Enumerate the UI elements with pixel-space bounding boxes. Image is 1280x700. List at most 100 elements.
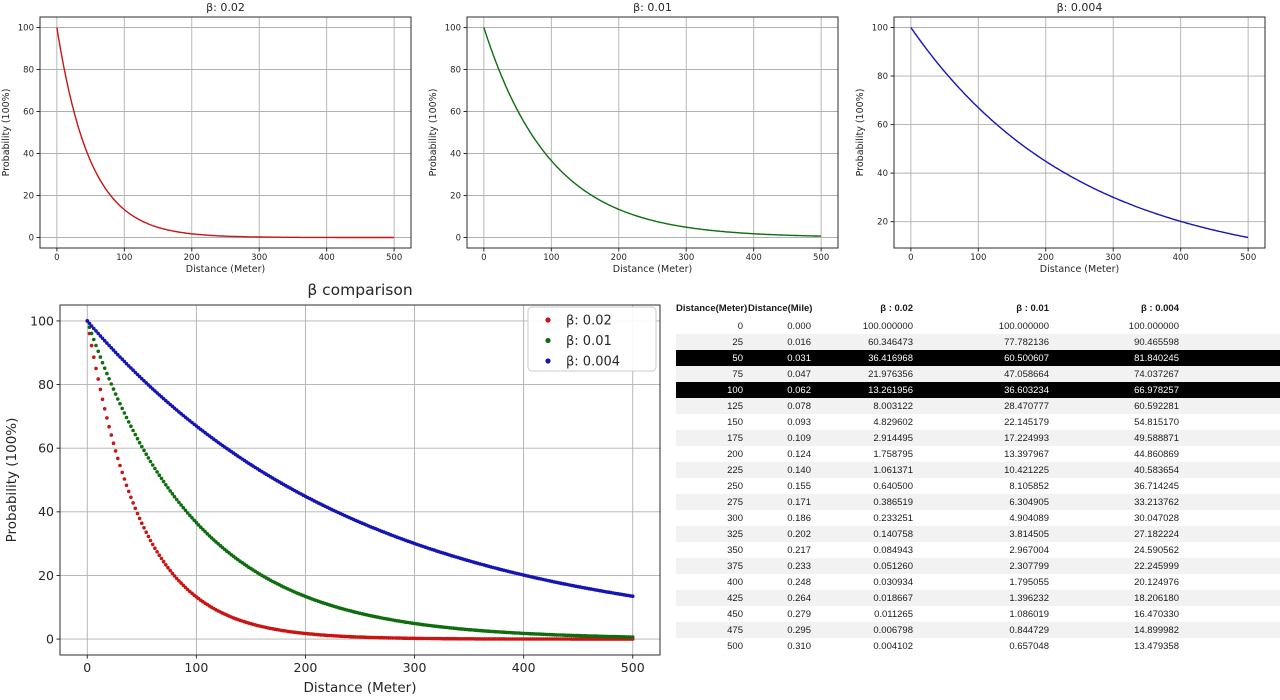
y-tick-label: 40 (38, 504, 54, 519)
table-cell (1184, 366, 1280, 382)
probability-table-wrap: Distance(Meter) Distance(Mile) β : 0.02 … (676, 299, 1280, 654)
y-tick-label: 20 (23, 191, 34, 201)
table-cell: 6.304905 (1009, 496, 1049, 508)
table-cell: 0.018667 (873, 592, 913, 604)
table-cell: 27.182224 (1134, 528, 1179, 540)
table-cell (1184, 574, 1280, 590)
table-row: 100 0.062 13.261956 36.603234 66.978257 (676, 382, 1280, 398)
table-cell: 17.224993 (1004, 432, 1049, 444)
x-tick-label: 400 (746, 253, 762, 263)
table-cell: 0.233251 (873, 512, 913, 524)
x-tick-label: 300 (678, 253, 694, 263)
table-cell: 425 (727, 592, 743, 604)
table-cell: 0.279 (787, 608, 811, 620)
table-row: 75 0.047 21.976356 47.058664 74.037267 (676, 366, 1280, 382)
chart-beta-comparison: 0 100 200 300 400 500 0 20 40 60 80 100 β comparison… (4, 281, 661, 696)
table-cell: 0.217 (787, 544, 811, 556)
table-cell: 22.245999 (1134, 560, 1179, 572)
table-cell: 100.000000 (1128, 320, 1179, 332)
table-cell: 47.058664 (1004, 368, 1049, 380)
table-row: 400 0.248 0.030934 1.795055 20.124976 (676, 574, 1280, 590)
table-cell: 0 (737, 320, 743, 332)
table-cell: 0.016 (787, 336, 811, 348)
table-cell: 0.006798 (873, 624, 913, 636)
table-cell (1184, 414, 1280, 430)
table-cell: 0.386519 (873, 496, 913, 508)
table-cell: 0.657048 (1009, 640, 1049, 652)
table-cell: 2.307799 (1009, 560, 1049, 572)
table-row: 350 0.217 0.084943 2.967004 24.590562 (676, 542, 1280, 558)
y-tick-label: 40 (450, 149, 461, 159)
table-cell: 74.037267 (1134, 368, 1179, 380)
chart-title: β comparison (307, 281, 412, 299)
x-tick-label: 200 (294, 660, 318, 675)
table-cell: 21.976356 (868, 368, 913, 380)
table-cell (1184, 334, 1280, 350)
table-cell: 100 (727, 384, 743, 396)
table-row: 0 0.000 100.000000 100.000000 100.000000 (676, 318, 1280, 334)
legend-label: β: 0.01 (566, 334, 612, 349)
x-tick-label: 300 (1105, 253, 1121, 263)
table-cell: 0.202 (787, 528, 811, 540)
table-cell: 100.000000 (998, 320, 1049, 332)
table-cell (1184, 606, 1280, 622)
table-cell: 150 (727, 416, 743, 428)
chart-title: β: 0.004 (1057, 1, 1103, 14)
table-cell: 0.140758 (873, 528, 913, 540)
table-cell: 30.047028 (1134, 512, 1179, 524)
table-cell: 0.062 (787, 384, 811, 396)
plot-border (466, 16, 839, 249)
table-row: 250 0.155 0.640500 8.105852 36.714245 (676, 478, 1280, 494)
table-cell: 10.421225 (1004, 464, 1049, 476)
table-cell: 1.758795 (873, 448, 913, 460)
table-cell: 450 (727, 608, 743, 620)
series-β: 0.01 (85, 319, 635, 639)
table-row: 375 0.233 0.051260 2.307799 22.245999 (676, 558, 1280, 574)
y-tick-label: 100 (18, 23, 34, 33)
table-cell: 60.500607 (1004, 352, 1049, 364)
y-tick-label: 100 (445, 23, 461, 33)
series-β: 0.02 (56, 27, 395, 239)
table-row: 425 0.264 0.018667 1.396232 18.206180 (676, 590, 1280, 606)
table-cell: 0.093 (787, 416, 811, 428)
y-tick-label: 80 (23, 65, 34, 75)
table-cell: 50 (732, 352, 743, 364)
table-cell: 36.416968 (868, 352, 913, 364)
legend: β: 0.02 β: 0.01 β: 0.004 (527, 306, 657, 372)
table-cell (1184, 382, 1280, 398)
x-tick-label: 200 (1038, 253, 1054, 263)
y-tick-label: 100 (872, 23, 888, 33)
table-cell (1184, 638, 1280, 654)
table-cell: 90.465598 (1134, 336, 1179, 348)
table-cell: 16.470330 (1134, 608, 1179, 620)
table-cell (1184, 558, 1280, 574)
chart-beta-0.004: 0 100 200 300 400 500 20 40 60 80 100 β: 0.004 Dista… (855, 1, 1266, 275)
table-cell: 300 (727, 512, 743, 524)
x-axis-label: Distance (Meter) (186, 264, 266, 275)
table-row: 500 0.310 0.004102 0.657048 13.479358 (676, 638, 1280, 654)
legend-label: β: 0.02 (566, 314, 612, 329)
table-cell (1184, 430, 1280, 446)
chart-title: β: 0.01 (633, 1, 672, 14)
y-tick-label: 60 (450, 107, 461, 117)
table-cell: 4.904089 (1009, 512, 1049, 524)
table-cell (1184, 494, 1280, 510)
col-header-beta-0.004: β : 0.004 (1140, 303, 1179, 314)
table-cell: 4.829602 (873, 416, 913, 428)
table-row: 125 0.078 8.003122 28.470777 60.592281 (676, 398, 1280, 414)
table-cell: 13.261956 (868, 384, 913, 396)
plot-border (893, 16, 1266, 249)
plot-border (39, 16, 412, 249)
x-axis-label: Distance (Meter) (1040, 264, 1120, 275)
table-cell (1184, 542, 1280, 558)
table-cell: 60.346473 (868, 336, 913, 348)
y-tick-label: 20 (38, 568, 54, 583)
table-cell: 60.592281 (1134, 400, 1179, 412)
table-cell: 1.396232 (1009, 592, 1049, 604)
x-tick-label: 100 (116, 253, 132, 263)
table-cell: 0.000 (787, 320, 811, 332)
table-cell (1184, 446, 1280, 462)
y-tick-label: 0 (29, 233, 34, 243)
plot-border (59, 304, 661, 656)
chart-title: β: 0.02 (206, 1, 245, 14)
